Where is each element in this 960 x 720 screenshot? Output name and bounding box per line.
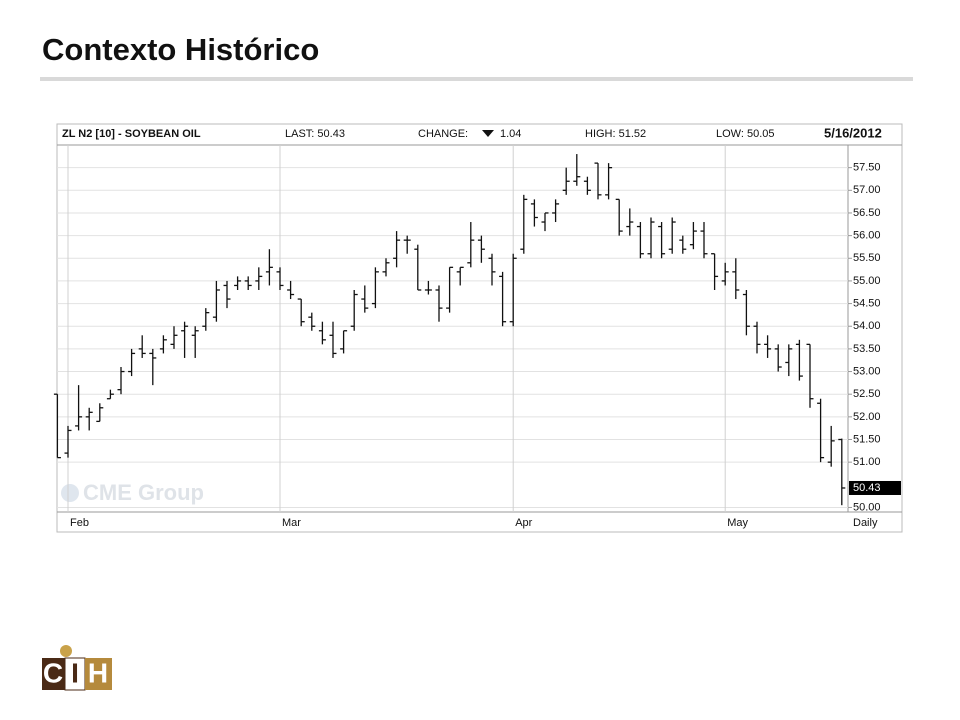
grid: [57, 145, 848, 512]
header-date: 5/16/2012: [824, 125, 882, 140]
y-tick-label: 50.00: [853, 501, 881, 513]
logo-letter: H: [88, 657, 108, 688]
header-low: LOW: 50.05: [716, 128, 775, 140]
header-high: HIGH: 51.52: [585, 128, 646, 140]
y-tick-label: 56.50: [853, 207, 881, 219]
y-tick-label: 51.00: [853, 456, 881, 468]
y-tick-label: 52.00: [853, 411, 881, 423]
watermark: CME Group: [83, 480, 204, 505]
x-tick-label: May: [727, 517, 748, 529]
last-price-box: [849, 480, 901, 495]
y-tick-label: 57.50: [853, 162, 881, 174]
header-change: 1.04: [500, 128, 521, 140]
x-tick-label: Feb: [70, 517, 89, 529]
y-tick-label: 51.50: [853, 433, 881, 445]
header-change-label: CHANGE:: [418, 128, 468, 140]
logo-letter: C: [43, 657, 63, 688]
x-tick-label: Mar: [282, 517, 301, 529]
chart-title: ZL N2 [10] - SOYBEAN OIL: [62, 128, 201, 140]
y-tick-label: 57.00: [853, 184, 881, 196]
y-tick-label: 54.00: [853, 320, 881, 332]
period-label: Daily: [853, 517, 878, 529]
logo-block: [85, 658, 112, 690]
chart-frame: [56, 123, 903, 533]
logo-block: [42, 658, 65, 690]
header-last: LAST: 50.43: [285, 128, 345, 140]
x-tick-label: Apr: [515, 517, 532, 529]
y-tick-label: 56.00: [853, 230, 881, 242]
logo-letter: I: [71, 657, 79, 688]
last-price-label: 50.43: [853, 482, 881, 494]
y-tick-label: 55.00: [853, 275, 881, 287]
title-rule: [40, 77, 913, 81]
y-tick-label: 53.00: [853, 365, 881, 377]
y-tick-label: 54.50: [853, 297, 881, 309]
watermark-logo: [61, 484, 79, 502]
ohlc-series: [53, 154, 846, 506]
down-arrow: [482, 130, 494, 137]
logo-dot: [60, 645, 72, 657]
y-tick-label: 52.50: [853, 388, 881, 400]
y-tick-label: 53.50: [853, 343, 881, 355]
slide-title: Contexto Histórico: [42, 32, 319, 67]
y-tick-label: 55.50: [853, 252, 881, 264]
